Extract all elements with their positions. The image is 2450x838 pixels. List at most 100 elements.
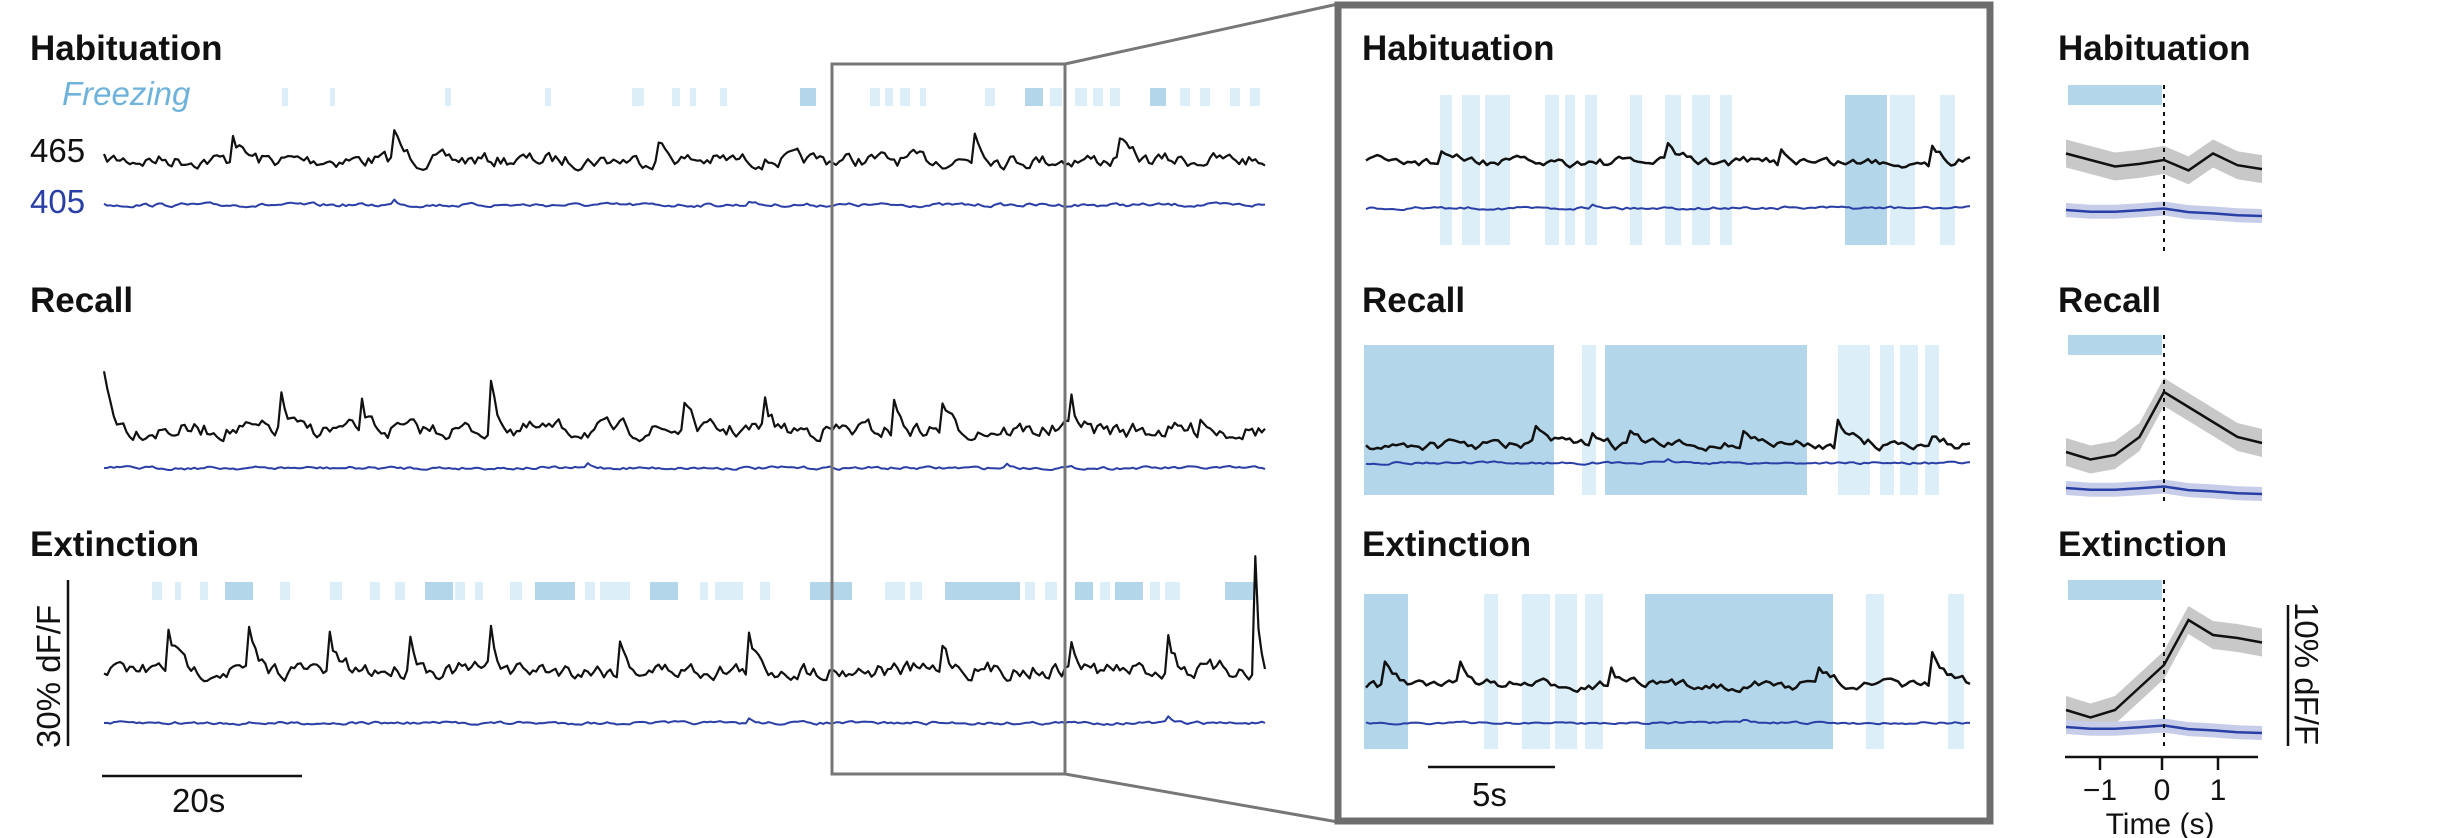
peth-tick-label-neg1: −1 xyxy=(2083,774,2117,807)
hab-left-freeze-bout-1 xyxy=(330,88,335,106)
ext-left-freeze-bout-23 xyxy=(1025,582,1035,600)
peth-y-scale-label: 10% dF/F xyxy=(2288,602,2325,745)
recall-peth-405-mean xyxy=(2065,485,2263,496)
left-title-habituation: Habituation xyxy=(30,29,222,68)
hab-zoom-freeze-bout-10 xyxy=(1720,95,1732,245)
zoom-title-extinction: Extinction xyxy=(1362,525,1531,564)
recall-left-465-trace xyxy=(102,371,1266,443)
ext-zoom-freeze-bout-0 xyxy=(1364,594,1408,749)
hab-zoom-freeze-bout-6 xyxy=(1585,95,1597,245)
hab-left-freeze-bout-17 xyxy=(1093,88,1103,106)
ext-left-freeze-bout-28 xyxy=(1150,582,1160,600)
ext-left-freeze-bout-6 xyxy=(370,582,380,600)
hab-left-freeze-bout-15 xyxy=(1050,88,1062,106)
recall-zoom-freeze-bout-3 xyxy=(1838,345,1870,495)
hab-left-freeze-bout-7 xyxy=(720,88,727,106)
recall-zoom-freeze-bout-1 xyxy=(1582,345,1596,495)
hab-left-freeze-bout-6 xyxy=(690,88,696,106)
ext-left-freeze-bout-21 xyxy=(910,582,922,600)
zoom-selection-box xyxy=(830,62,1067,776)
left-title-recall: Recall xyxy=(30,281,133,320)
recall-zoom-freeze-bout-4 xyxy=(1880,345,1894,495)
hab-peth-405-mean xyxy=(2065,207,2263,218)
hab-left-405-trace xyxy=(103,198,1266,209)
hab-zoom-465-trace xyxy=(1365,141,1971,169)
ext-zoom-freeze-bout-4 xyxy=(1585,594,1603,749)
hab-left-freeze-bout-11 xyxy=(900,88,910,106)
hab-left-freeze-bout-12 xyxy=(920,88,926,106)
ext-zoom-freeze-bout-5 xyxy=(1645,594,1833,749)
ext-left-465-trace xyxy=(103,555,1267,683)
hab-left-freeze-bout-21 xyxy=(1200,88,1210,106)
hab-zoom-405-trace xyxy=(1365,203,1971,212)
hab-left-freeze-bout-10 xyxy=(885,88,893,106)
hab-left-freeze-bout-3 xyxy=(545,88,551,106)
ext-left-freeze-bout-11 xyxy=(510,582,522,600)
hab-zoom-freeze-bout-0 xyxy=(1440,95,1452,245)
ext-left-freeze-bout-16 xyxy=(700,582,708,600)
hab-zoom-freeze-bout-9 xyxy=(1692,95,1710,245)
hab-left-freeze-bout-13 xyxy=(985,88,995,106)
signal-465-label: 465 xyxy=(30,132,85,169)
ext-left-freeze-bout-26 xyxy=(1100,582,1110,600)
recall-zoom-freeze-bout-5 xyxy=(1900,345,1918,495)
recall-zoom-freeze-bout-2 xyxy=(1605,345,1807,495)
left-y-scale-label: 30% dF/F xyxy=(30,605,67,748)
ext-left-freeze-bout-14 xyxy=(600,582,630,600)
hab-left-freeze-bout-16 xyxy=(1075,88,1087,106)
ext-left-freeze-bout-4 xyxy=(280,582,290,600)
hab-zoom-freeze-bout-3 xyxy=(1500,95,1510,245)
hab-left-465-trace xyxy=(102,129,1266,172)
recall-peth-465-sem xyxy=(2066,378,2262,474)
ext-peth-405-sem xyxy=(2066,718,2262,740)
ext-left-freeze-bout-5 xyxy=(330,582,342,600)
ext-left-freeze-bout-13 xyxy=(585,582,595,600)
hab-left-freeze-bout-23 xyxy=(1250,88,1260,106)
recall-zoom-freeze-bout-0 xyxy=(1364,345,1554,495)
ext-zoom-freeze-bout-1 xyxy=(1484,594,1498,749)
hab-zoom-freeze-bout-5 xyxy=(1565,95,1575,245)
ext-zoom-freeze-bout-3 xyxy=(1555,594,1577,749)
hab-zoom-freeze-bout-11 xyxy=(1845,95,1887,245)
ext-zoom-freeze-bout-7 xyxy=(1948,594,1964,749)
hab-left-freeze-bout-18 xyxy=(1110,88,1120,106)
ext-left-freeze-bout-10 xyxy=(475,582,483,600)
ext-left-freeze-bout-29 xyxy=(1165,582,1180,600)
zoom-connector-top xyxy=(1064,2,1339,66)
recall-zoom-465-trace xyxy=(1365,418,1971,452)
hab-left-freeze-bout-9 xyxy=(870,88,880,106)
ext-left-freeze-bout-3 xyxy=(225,582,253,600)
hab-left-freeze-bout-8 xyxy=(800,88,816,106)
ext-left-freeze-bout-20 xyxy=(885,582,905,600)
peth-x-axis-label: Time (s) xyxy=(2106,808,2215,838)
zoom-title-habituation: Habituation xyxy=(1362,29,1554,68)
hab-zoom-freeze-bout-1 xyxy=(1462,95,1480,245)
ext-left-freeze-bout-0 xyxy=(152,582,162,600)
ext-left-freeze-bout-27 xyxy=(1115,582,1143,600)
ext-left-freeze-bout-15 xyxy=(650,582,678,600)
hab-zoom-freeze-bout-4 xyxy=(1545,95,1559,245)
hab-peth-freeze-bar xyxy=(2068,85,2162,105)
recall-peth-freeze-bar xyxy=(2068,335,2162,355)
peth-tick-label-1: 1 xyxy=(2210,774,2227,807)
recall-left-405-trace xyxy=(103,462,1266,471)
zoom-x-scale-label: 5s xyxy=(1472,776,1507,813)
ext-left-freeze-bout-18 xyxy=(760,582,770,600)
ext-left-freeze-bout-9 xyxy=(455,582,465,600)
ext-left-freeze-bout-25 xyxy=(1075,582,1093,600)
peth-tick-label-0: 0 xyxy=(2154,774,2171,807)
zoom-title-recall: Recall xyxy=(1362,281,1465,320)
ext-left-freeze-bout-24 xyxy=(1045,582,1057,600)
freezing-label: Freezing xyxy=(62,75,191,112)
ext-left-freeze-bout-22 xyxy=(945,582,1020,600)
hab-zoom-freeze-bout-8 xyxy=(1665,95,1681,245)
ext-peth-465-sem xyxy=(2066,606,2262,732)
hab-left-freeze-bout-20 xyxy=(1180,88,1190,106)
hab-zoom-freeze-bout-12 xyxy=(1890,95,1915,245)
ext-left-freeze-bout-8 xyxy=(425,582,453,600)
ext-left-freeze-bout-1 xyxy=(175,582,181,600)
hab-left-freeze-bout-22 xyxy=(1230,88,1240,106)
ext-zoom-freeze-bout-6 xyxy=(1866,594,1884,749)
peth-title-habituation: Habituation xyxy=(2058,29,2250,68)
